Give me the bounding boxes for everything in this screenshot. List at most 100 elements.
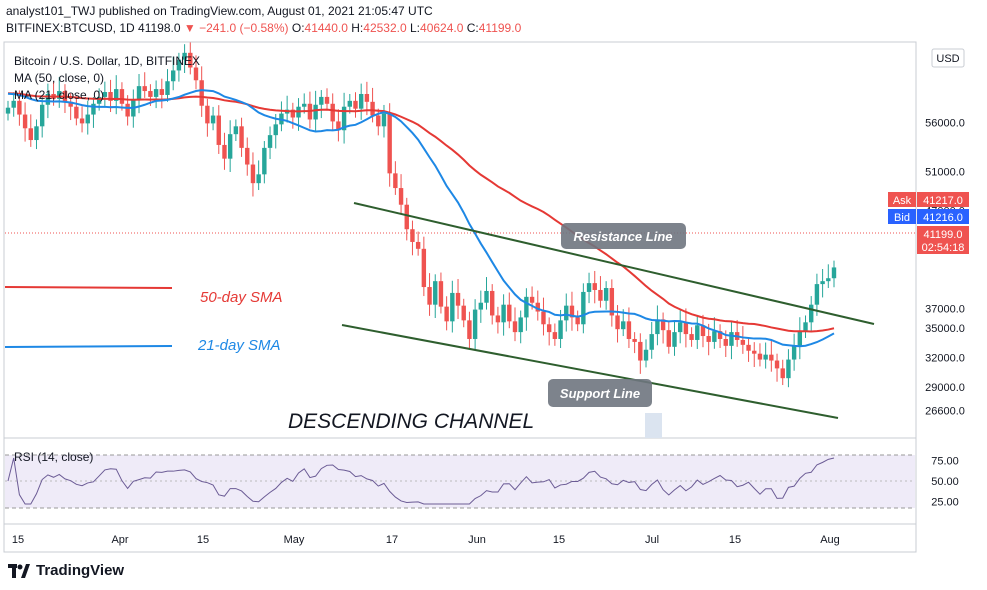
candle-body[interactable] bbox=[752, 350, 757, 354]
candle-body[interactable] bbox=[153, 89, 159, 97]
candle-body[interactable] bbox=[262, 147, 267, 175]
candle-body[interactable] bbox=[182, 52, 187, 60]
candle-body[interactable] bbox=[233, 126, 239, 135]
candle-body[interactable] bbox=[603, 288, 609, 301]
candle-body[interactable] bbox=[336, 121, 341, 131]
candle-body[interactable] bbox=[478, 302, 484, 310]
candle-body[interactable] bbox=[319, 96, 324, 105]
candle-body[interactable] bbox=[290, 109, 296, 118]
candle-body[interactable] bbox=[96, 96, 102, 104]
candle-body[interactable] bbox=[615, 315, 620, 330]
candle-body[interactable] bbox=[660, 319, 666, 331]
candle-body[interactable] bbox=[723, 338, 728, 346]
candle-body[interactable] bbox=[450, 292, 455, 322]
candle-body[interactable] bbox=[239, 126, 244, 148]
candle-body[interactable] bbox=[621, 321, 626, 330]
candle-body[interactable] bbox=[558, 320, 563, 339]
candle-body[interactable] bbox=[199, 80, 204, 106]
candle-body[interactable] bbox=[786, 359, 791, 379]
candle-body[interactable] bbox=[410, 229, 415, 242]
candle-body[interactable] bbox=[643, 349, 649, 361]
candle-body[interactable] bbox=[302, 103, 307, 107]
candle-body[interactable] bbox=[706, 336, 711, 342]
candle-body[interactable] bbox=[313, 104, 318, 120]
candle-body[interactable] bbox=[210, 115, 216, 124]
candle-body[interactable] bbox=[398, 188, 404, 205]
candle-body[interactable] bbox=[649, 334, 654, 350]
candle-body[interactable] bbox=[176, 59, 182, 71]
candle-body[interactable] bbox=[330, 103, 335, 122]
candle-body[interactable] bbox=[575, 317, 580, 325]
candle-body[interactable] bbox=[626, 321, 632, 339]
candle-body[interactable] bbox=[552, 332, 558, 339]
candle-body[interactable] bbox=[809, 304, 814, 323]
candle-body[interactable] bbox=[404, 204, 409, 230]
candle-body[interactable] bbox=[518, 317, 523, 333]
candle-body[interactable] bbox=[245, 147, 250, 165]
candle-body[interactable] bbox=[717, 331, 723, 339]
candle-body[interactable] bbox=[495, 315, 501, 323]
candle-body[interactable] bbox=[666, 330, 671, 347]
candle-body[interactable] bbox=[757, 353, 763, 360]
candle-body[interactable] bbox=[507, 304, 512, 322]
candle-body[interactable] bbox=[581, 291, 586, 325]
candle-body[interactable] bbox=[535, 302, 540, 312]
candle-body[interactable] bbox=[438, 281, 444, 307]
candle-body[interactable] bbox=[461, 305, 466, 321]
candle-body[interactable] bbox=[11, 100, 16, 108]
candle-body[interactable] bbox=[68, 101, 73, 107]
price-chart[interactable]: 50-day SMA 21-day SMA Resistance Line Su… bbox=[0, 40, 987, 555]
candle-body[interactable] bbox=[700, 325, 706, 337]
candle-body[interactable] bbox=[592, 283, 597, 290]
candle-body[interactable] bbox=[444, 306, 449, 322]
candle-body[interactable] bbox=[826, 278, 831, 282]
candle-body[interactable] bbox=[512, 321, 518, 333]
candle-body[interactable] bbox=[490, 290, 495, 316]
candle-body[interactable] bbox=[57, 91, 62, 99]
candle-body[interactable] bbox=[427, 287, 432, 305]
candle-body[interactable] bbox=[358, 93, 364, 109]
candle-body[interactable] bbox=[769, 354, 774, 361]
candle-body[interactable] bbox=[831, 267, 837, 279]
candle-body[interactable] bbox=[222, 144, 227, 159]
candle-body[interactable] bbox=[609, 288, 615, 316]
candle-body[interactable] bbox=[712, 331, 717, 342]
candle-body[interactable] bbox=[347, 100, 352, 107]
candle-body[interactable] bbox=[415, 241, 421, 249]
candle-body[interactable] bbox=[791, 345, 797, 360]
candle-body[interactable] bbox=[159, 89, 165, 95]
candle-body[interactable] bbox=[472, 309, 478, 339]
candle-body[interactable] bbox=[677, 322, 683, 333]
candle-body[interactable] bbox=[227, 134, 233, 159]
candle-body[interactable] bbox=[433, 281, 438, 305]
currency-label[interactable]: USD bbox=[936, 53, 959, 65]
candle-body[interactable] bbox=[108, 92, 113, 101]
candle-body[interactable] bbox=[17, 100, 22, 115]
candle-body[interactable] bbox=[250, 164, 256, 184]
candle-body[interactable] bbox=[524, 296, 529, 318]
candle-body[interactable] bbox=[324, 96, 330, 104]
candle-body[interactable] bbox=[655, 319, 660, 335]
candle-body[interactable] bbox=[529, 296, 535, 303]
candle-body[interactable] bbox=[341, 106, 347, 131]
candle-body[interactable] bbox=[638, 341, 643, 361]
resistance-trendline[interactable] bbox=[353, 202, 875, 325]
candle-body[interactable] bbox=[780, 368, 785, 379]
candle-body[interactable] bbox=[119, 89, 125, 104]
candle-body[interactable] bbox=[267, 135, 273, 148]
candle-body[interactable] bbox=[364, 93, 370, 102]
candle-body[interactable] bbox=[353, 100, 358, 109]
candle-body[interactable] bbox=[774, 360, 780, 369]
candle-body[interactable] bbox=[273, 124, 278, 136]
candle-body[interactable] bbox=[22, 114, 28, 129]
candle-body[interactable] bbox=[79, 118, 85, 124]
candle-body[interactable] bbox=[740, 339, 746, 345]
candle-body[interactable] bbox=[467, 320, 472, 339]
candle-body[interactable] bbox=[672, 332, 677, 347]
candle-body[interactable] bbox=[586, 283, 592, 292]
support-trendline[interactable] bbox=[341, 324, 839, 419]
candle-body[interactable] bbox=[39, 104, 45, 127]
candle-body[interactable] bbox=[376, 115, 381, 127]
candle-body[interactable] bbox=[746, 344, 751, 351]
candle-body[interactable] bbox=[193, 67, 199, 81]
